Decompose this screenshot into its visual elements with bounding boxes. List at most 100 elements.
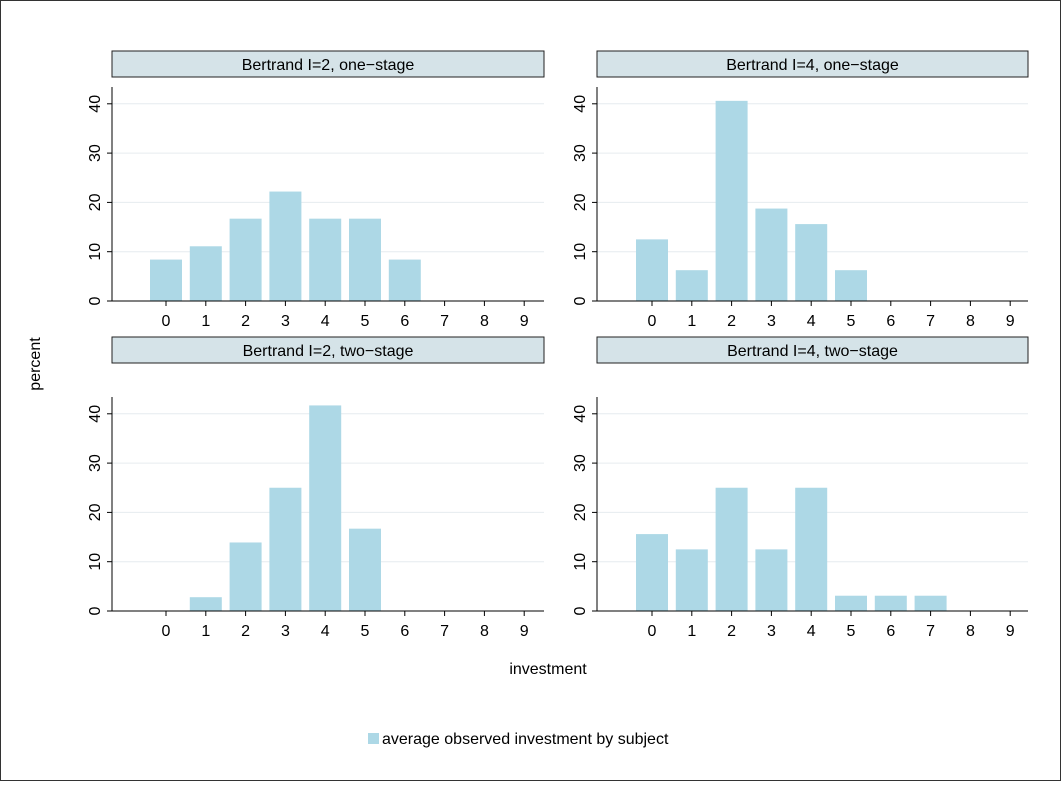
bar bbox=[636, 239, 668, 301]
bar bbox=[636, 534, 668, 611]
y-tick-label: 10 bbox=[572, 553, 589, 571]
y-tick-label: 0 bbox=[87, 296, 104, 305]
panel-1: 0 10 20 30 40 0 1 2 3 4 5 6 7 8 9 Bertrand I=2, one−sta… bbox=[87, 50, 545, 330]
legend-label: average observed investment by subject bbox=[382, 731, 669, 748]
bar bbox=[388, 259, 421, 301]
y-tick-label: 10 bbox=[87, 243, 104, 261]
y-tick-label: 40 bbox=[87, 405, 104, 423]
panel-header bbox=[596, 50, 1029, 78]
x-tick-label: 4 bbox=[321, 623, 330, 640]
y-tick-label: 20 bbox=[572, 503, 589, 521]
x-tick-label: 5 bbox=[361, 623, 370, 640]
bar bbox=[795, 224, 828, 301]
panel-header bbox=[111, 336, 545, 364]
panel-3: 0 10 20 30 40 0 1 2 3 4 5 6 7 8 9 Bertrand I=2, two−sta… bbox=[87, 336, 545, 640]
x-tick-label: 2 bbox=[727, 623, 736, 640]
x-tick-label: 9 bbox=[1006, 313, 1015, 330]
x-tick-label: 9 bbox=[520, 313, 529, 330]
x-tick-label: 2 bbox=[241, 623, 250, 640]
y-tick-label: 10 bbox=[87, 553, 104, 571]
panel-title: Bertrand I=2, two−stage bbox=[243, 343, 414, 360]
panel-title: Bertrand I=4, two−stage bbox=[727, 343, 898, 360]
x-tick-label: 3 bbox=[767, 623, 776, 640]
bar bbox=[874, 595, 907, 611]
x-tick-label: 0 bbox=[162, 313, 171, 330]
legend-swatch bbox=[368, 733, 379, 744]
x-tick-label: 0 bbox=[648, 313, 657, 330]
y-tick-label: 40 bbox=[87, 95, 104, 113]
bar bbox=[914, 595, 947, 611]
x-tick-label: 7 bbox=[926, 313, 935, 330]
x-tick-label: 3 bbox=[281, 313, 290, 330]
x-tick-label: 3 bbox=[767, 313, 776, 330]
x-tick-label: 3 bbox=[281, 623, 290, 640]
x-axis-label: investment bbox=[509, 661, 587, 678]
x-tick-label: 9 bbox=[520, 623, 529, 640]
bar bbox=[309, 405, 342, 611]
x-tick-label: 1 bbox=[201, 623, 210, 640]
bar bbox=[715, 100, 748, 301]
y-tick-label: 40 bbox=[572, 405, 589, 423]
panel-title: Bertrand I=4, one−stage bbox=[726, 57, 899, 74]
x-tick-label: 5 bbox=[847, 623, 856, 640]
bar bbox=[675, 270, 708, 301]
bar bbox=[150, 259, 182, 301]
bar bbox=[309, 218, 342, 301]
x-tick-label: 4 bbox=[807, 623, 816, 640]
bar bbox=[835, 270, 867, 301]
y-tick-label: 20 bbox=[87, 193, 104, 211]
y-tick-label: 30 bbox=[87, 144, 104, 162]
panel-header bbox=[596, 336, 1029, 364]
x-tick-label: 7 bbox=[926, 623, 935, 640]
x-tick-label: 7 bbox=[440, 313, 449, 330]
y-tick-label: 0 bbox=[572, 606, 589, 615]
panel-2: 0 10 20 30 40 0 1 2 3 4 5 6 7 8 9 Bertrand I=4, one−sta… bbox=[572, 50, 1029, 330]
x-tick-label: 8 bbox=[480, 313, 489, 330]
panel-4: 0 10 20 30 40 0 1 2 3 4 5 6 7 8 9 Bertrand I=4, two−sta… bbox=[572, 336, 1029, 640]
y-axis-label: percent bbox=[27, 337, 44, 391]
x-tick-label: 1 bbox=[201, 313, 210, 330]
x-tick-label: 5 bbox=[361, 313, 370, 330]
x-tick-label: 9 bbox=[1006, 623, 1015, 640]
bar bbox=[715, 487, 748, 611]
bar bbox=[795, 487, 828, 611]
panel-header bbox=[111, 50, 545, 78]
y-tick-label: 20 bbox=[572, 193, 589, 211]
y-tick-label: 10 bbox=[572, 243, 589, 261]
x-tick-label: 8 bbox=[966, 623, 975, 640]
x-tick-label: 8 bbox=[966, 313, 975, 330]
bar bbox=[229, 218, 262, 301]
bar bbox=[675, 549, 708, 611]
x-tick-label: 1 bbox=[687, 623, 696, 640]
x-tick-label: 0 bbox=[648, 623, 657, 640]
bar bbox=[349, 218, 381, 301]
y-tick-label: 20 bbox=[87, 503, 104, 521]
x-tick-label: 6 bbox=[886, 623, 895, 640]
x-tick-label: 0 bbox=[162, 623, 171, 640]
x-tick-label: 2 bbox=[241, 313, 250, 330]
y-tick-label: 0 bbox=[87, 606, 104, 615]
x-tick-label: 4 bbox=[321, 313, 330, 330]
x-tick-label: 5 bbox=[847, 313, 856, 330]
bar bbox=[189, 597, 222, 611]
bar bbox=[269, 191, 302, 301]
bar bbox=[835, 595, 867, 611]
panel-title: Bertrand I=2, one−stage bbox=[242, 57, 415, 74]
bar bbox=[755, 549, 788, 611]
bar bbox=[349, 528, 381, 611]
bar bbox=[229, 542, 262, 611]
y-tick-label: 30 bbox=[572, 454, 589, 472]
y-tick-label: 0 bbox=[572, 296, 589, 305]
x-tick-label: 6 bbox=[886, 313, 895, 330]
y-tick-label: 30 bbox=[87, 454, 104, 472]
x-tick-label: 7 bbox=[440, 623, 449, 640]
x-tick-label: 1 bbox=[687, 313, 696, 330]
x-tick-label: 6 bbox=[400, 623, 409, 640]
x-tick-label: 6 bbox=[400, 313, 409, 330]
bar bbox=[269, 487, 302, 611]
y-tick-label: 40 bbox=[572, 95, 589, 113]
x-tick-label: 2 bbox=[727, 313, 736, 330]
